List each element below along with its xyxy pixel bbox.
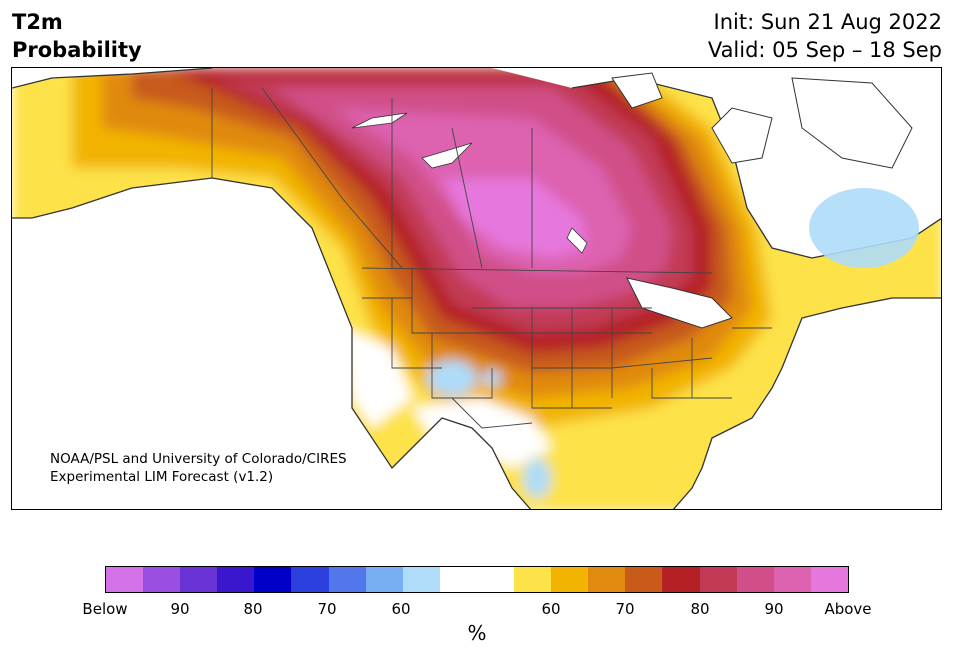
colorbar-swatch-above-2	[551, 567, 589, 592]
colorbar-swatch-below-4	[217, 567, 255, 592]
lake	[566, 227, 588, 254]
lake	[421, 142, 473, 169]
colorbar-swatch-above-9	[810, 567, 848, 592]
colorbar-tick-below-90: 90	[170, 600, 190, 618]
colorbar-swatch-below-9	[402, 567, 440, 592]
colorbar-tick-above-60: 60	[541, 600, 561, 618]
lake	[351, 112, 408, 129]
north-america-map	[12, 68, 941, 509]
arctic-islands	[611, 72, 913, 169]
great-lakes	[626, 277, 733, 329]
colorbar-swatch-below-3	[180, 567, 218, 592]
colorbar-swatch-above-3	[588, 567, 626, 592]
colorbar-swatch-below-8	[365, 567, 403, 592]
colorbar-tick-below-80: 80	[243, 600, 263, 618]
colorbar-tick-below: Below	[82, 600, 128, 618]
colorbar-swatch-below-1	[106, 567, 144, 592]
colorbar-swatch-below-7	[328, 567, 366, 592]
valid-range: Valid: 05 Sep – 18 Sep	[707, 38, 942, 62]
forecast-dates: Init: Sun 21 Aug 2022 Valid: 05 Sep – 18…	[708, 8, 942, 64]
colorbar-swatch-above-4	[625, 567, 663, 592]
credit-line-1: NOAA/PSL and University of Colorado/CIRE…	[50, 451, 347, 467]
probability-colorbar	[105, 566, 849, 593]
map-title: T2m Probability	[12, 8, 142, 64]
colorbar-tick-below-70: 70	[317, 600, 337, 618]
colorbar-tick-above-80: 80	[690, 600, 710, 618]
colorbar-swatch-above-6	[699, 567, 737, 592]
colorbar-tick-above-70: 70	[615, 600, 635, 618]
colorbar-swatch-neutral	[439, 567, 515, 592]
credit-line-2: Experimental LIM Forecast (v1.2)	[50, 469, 274, 485]
political-borders	[211, 87, 772, 429]
colorbar-tick-above-90: 90	[764, 600, 784, 618]
colorbar-swatch-above-1	[514, 567, 552, 592]
colorbar-swatch-below-5	[254, 567, 292, 592]
colorbar-swatch-above-7	[736, 567, 774, 592]
colorbar-swatch-below-2	[143, 567, 181, 592]
title-line-2: Probability	[12, 38, 142, 62]
coastline	[12, 68, 941, 509]
colorbar-swatch-above-8	[773, 567, 811, 592]
colorbar-unit-label: %	[467, 621, 487, 645]
colorbar-tick-above: Above	[824, 600, 872, 618]
title-line-1: T2m	[12, 10, 63, 34]
below-normal-area	[809, 188, 919, 268]
probability-map: NOAA/PSL and University of Colorado/CIRE…	[11, 67, 942, 510]
map-credit: NOAA/PSL and University of Colorado/CIRE…	[50, 450, 347, 486]
colorbar-tick-below-60: 60	[391, 600, 411, 618]
colorbar-swatch-below-6	[291, 567, 329, 592]
init-date: Init: Sun 21 Aug 2022	[713, 10, 942, 34]
colorbar-swatch-above-5	[662, 567, 700, 592]
